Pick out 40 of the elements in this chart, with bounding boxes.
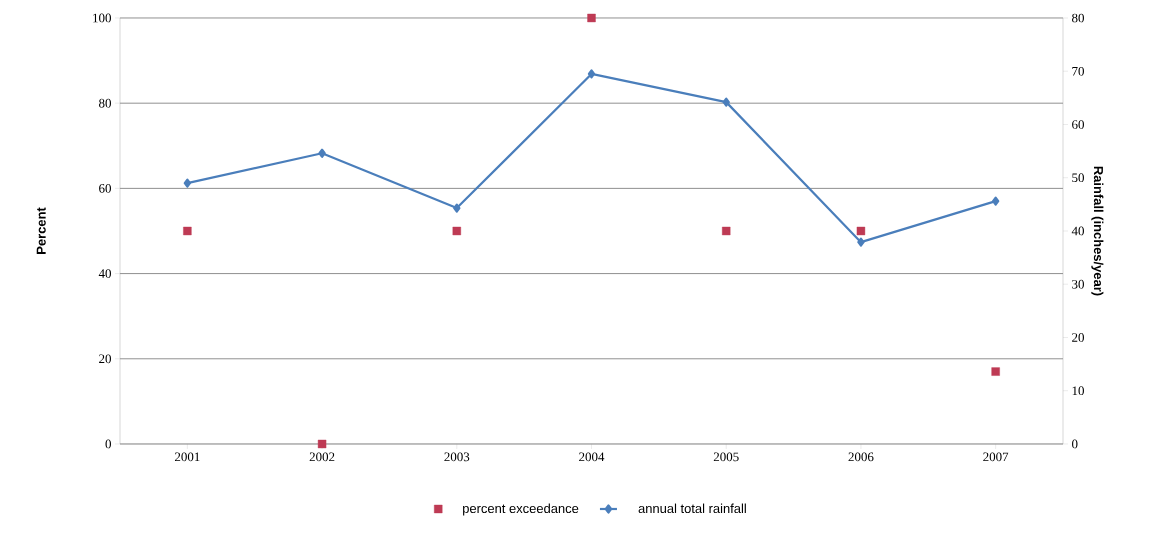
legend-label: annual total rainfall: [638, 503, 746, 514]
x-tick-label: 2005: [713, 452, 739, 462]
y-tick-label: 0: [105, 439, 111, 449]
x-tick-label: 2004: [579, 452, 605, 462]
y2-tick-label: 10: [1072, 386, 1084, 396]
point: [991, 367, 1000, 376]
point: [991, 196, 1000, 206]
y2-tick-label: 80: [1072, 13, 1084, 23]
y2-tick-label: 20: [1072, 333, 1084, 342]
point: [722, 226, 731, 236]
point: [318, 148, 326, 158]
y-tick-label: 40: [98, 269, 111, 278]
point: [183, 178, 192, 188]
legend-label: percent exceedance: [463, 503, 579, 516]
point: [452, 226, 461, 236]
point: [722, 97, 730, 107]
point: [857, 237, 865, 247]
y2-tick-label: 30: [1072, 279, 1084, 289]
y-axis-title: Percent: [36, 207, 46, 254]
y2-tick-label: 40: [1071, 226, 1084, 236]
y-tick-label: 60: [99, 184, 111, 193]
point: [317, 439, 327, 449]
point: [453, 203, 461, 213]
y2-axis-title: Rainfall (inches/year): [1091, 166, 1104, 296]
point: [856, 226, 866, 236]
y-tick-label: 20: [99, 354, 111, 364]
point: [587, 13, 596, 23]
y-tick-label: 80: [99, 98, 111, 108]
y-tick-label: 100: [93, 13, 111, 23]
point: [587, 69, 596, 79]
x-tick-label: 2001: [174, 452, 200, 462]
x-tick-label: 2007: [983, 452, 1009, 462]
x-tick-label: 2002: [309, 452, 335, 462]
x-tick-label: 2006: [848, 452, 874, 462]
x-tick-label: 2003: [444, 452, 470, 462]
y2-tick-label: 70: [1072, 66, 1084, 76]
y2-tick-label: 0: [1072, 439, 1078, 449]
point: [183, 226, 192, 236]
y2-tick-label: 50: [1072, 173, 1084, 183]
y2-tick-label: 60: [1072, 120, 1084, 129]
